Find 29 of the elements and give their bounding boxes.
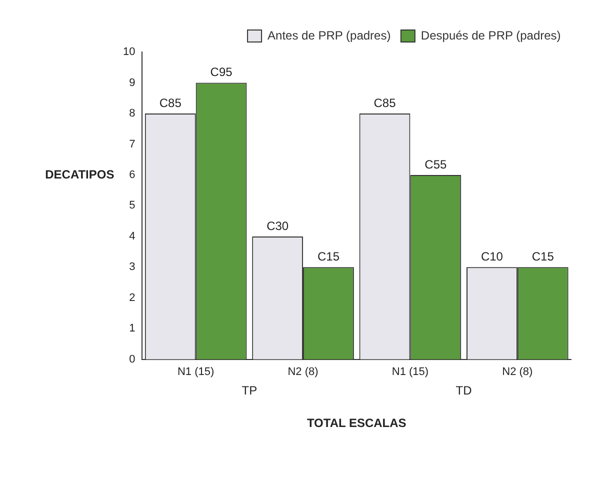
y-tick-label: 4 (129, 230, 136, 242)
data-label: C55 (424, 157, 448, 172)
data-label: C85 (374, 96, 396, 110)
data-label: C15 (532, 249, 554, 264)
data-label: C15 (317, 249, 340, 264)
legend-label: Antes de PRP (padres) (268, 28, 391, 42)
y-axis-title: DECATIPOS (45, 167, 114, 182)
y-tick-label: 2 (129, 292, 136, 304)
x-tick-label: N1 (15) (392, 366, 429, 378)
y-tick-label: 0 (129, 353, 136, 366)
x-tick-label: N2 (8) (288, 366, 318, 378)
data-label: C30 (266, 218, 289, 233)
text: TD (456, 384, 472, 398)
data-label: C85 (159, 96, 182, 110)
y-tick-label: 6 (129, 168, 136, 181)
y-tick-label: 8 (129, 108, 136, 120)
y-tick-label: 5 (129, 200, 136, 212)
y-tick-label: 9 (129, 76, 136, 89)
y-tick-label: 7 (129, 138, 136, 150)
text: TP (242, 384, 258, 398)
y-tick-label: 10 (122, 46, 136, 58)
y-tick-label: 1 (129, 322, 136, 335)
data-label: C95 (210, 65, 233, 80)
y-tick-label: 3 (129, 261, 136, 274)
legend-label: Después de PRP (padres) (420, 28, 561, 42)
x-axis-title: TOTAL ESCALAS (306, 416, 406, 430)
data-label: C10 (480, 249, 504, 264)
x-tick-label: N1 (15) (177, 366, 214, 378)
x-tick-label: N2 (8) (502, 366, 533, 378)
